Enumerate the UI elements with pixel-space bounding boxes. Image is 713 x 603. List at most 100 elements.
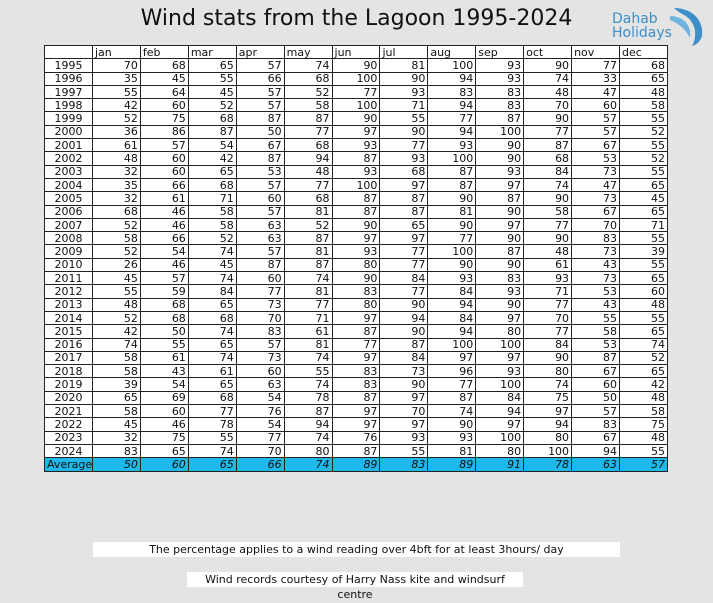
value-cell: 55 <box>618 231 669 246</box>
value-cell: 58 <box>283 98 333 113</box>
table-row: 2000 36 86 87 50 77 97 90 94 100 77 57 52 <box>44 124 669 140</box>
year-cell: 2011 <box>44 271 93 286</box>
table-row: 1998 42 60 52 57 58 100 71 94 83 70 60 58 <box>44 98 669 113</box>
year-cell: 2010 <box>44 257 93 273</box>
value-cell: 65 <box>187 377 237 392</box>
value-cell: 53 <box>571 337 620 352</box>
value-cell: 52 <box>92 217 141 233</box>
value-cell: 55 <box>618 257 669 273</box>
value-cell: 93 <box>379 151 429 166</box>
month-header-feb: feb <box>139 44 189 60</box>
year-cell: 2022 <box>44 417 93 432</box>
average-label: Average <box>44 457 93 472</box>
value-cell: 81 <box>427 443 477 459</box>
value-cell: 97 <box>523 404 573 419</box>
average-cell: 74 <box>283 457 333 472</box>
value-cell: 94 <box>523 417 573 432</box>
value-cell: 74 <box>283 58 333 73</box>
value-cell: 87 <box>283 111 333 126</box>
table-row: 2004 35 66 68 57 77 100 97 87 97 74 47 65 <box>44 177 669 193</box>
value-cell: 97 <box>331 310 381 326</box>
value-cell: 74 <box>283 271 333 286</box>
year-header <box>44 44 93 60</box>
value-cell: 70 <box>235 310 285 326</box>
month-header-nov: nov <box>571 44 620 60</box>
month-header-jan: jan <box>92 44 141 60</box>
value-cell: 86 <box>139 124 189 140</box>
value-cell: 94 <box>427 297 477 312</box>
logo-text: Dahab Holidays <box>612 12 672 40</box>
value-cell: 87 <box>331 204 381 219</box>
value-cell: 42 <box>92 98 141 113</box>
value-cell: 81 <box>427 204 477 219</box>
value-cell: 57 <box>235 204 285 219</box>
value-cell: 78 <box>187 417 237 432</box>
value-cell: 90 <box>475 257 525 273</box>
year-cell: 2024 <box>44 443 93 459</box>
value-cell: 35 <box>92 71 141 86</box>
value-cell: 94 <box>571 443 620 459</box>
value-cell: 52 <box>92 310 141 326</box>
value-cell: 93 <box>475 71 525 86</box>
value-cell: 50 <box>571 390 620 406</box>
year-cell: 2005 <box>44 191 93 206</box>
value-cell: 73 <box>235 297 285 312</box>
table-row: 1995 70 68 65 57 74 90 81 100 93 90 77 68 <box>44 58 669 73</box>
value-cell: 83 <box>475 84 525 100</box>
value-cell: 54 <box>187 138 237 153</box>
value-cell: 84 <box>427 284 477 299</box>
table-row: 2008 58 66 52 63 87 97 97 77 90 90 83 55 <box>44 231 669 246</box>
value-cell: 52 <box>283 217 333 233</box>
value-cell: 83 <box>235 324 285 339</box>
value-cell: 42 <box>618 377 669 392</box>
value-cell: 61 <box>283 324 333 339</box>
value-cell: 74 <box>187 443 237 459</box>
value-cell: 100 <box>427 337 477 352</box>
value-cell: 80 <box>475 443 525 459</box>
value-cell: 80 <box>475 324 525 339</box>
year-cell: 2019 <box>44 377 93 392</box>
value-cell: 52 <box>618 151 669 166</box>
value-cell: 87 <box>379 337 429 352</box>
value-cell: 70 <box>523 310 573 326</box>
value-cell: 32 <box>92 430 141 445</box>
value-cell: 77 <box>427 231 477 246</box>
year-cell: 2004 <box>44 177 93 193</box>
value-cell: 73 <box>379 364 429 379</box>
value-cell: 97 <box>331 350 381 366</box>
average-cell: 89 <box>331 457 381 472</box>
value-cell: 90 <box>379 71 429 86</box>
value-cell: 43 <box>571 297 620 312</box>
value-cell: 60 <box>571 98 620 113</box>
value-cell: 50 <box>139 324 189 339</box>
average-row: Average 50 60 65 66 74 89 83 89 91 78 63 57 <box>44 457 669 472</box>
table-row: 2012 55 59 84 77 81 83 77 84 93 71 53 60 <box>44 284 669 299</box>
value-cell: 83 <box>475 98 525 113</box>
value-cell: 68 <box>379 164 429 179</box>
average-cell: 83 <box>379 457 429 472</box>
value-cell: 74 <box>523 71 573 86</box>
value-cell: 77 <box>523 124 573 140</box>
value-cell: 71 <box>379 98 429 113</box>
value-cell: 66 <box>235 71 285 86</box>
value-cell: 58 <box>571 324 620 339</box>
value-cell: 48 <box>618 390 669 406</box>
value-cell: 94 <box>427 71 477 86</box>
value-cell: 55 <box>618 443 669 459</box>
value-cell: 77 <box>379 138 429 153</box>
value-cell: 39 <box>92 377 141 392</box>
value-cell: 67 <box>571 138 620 153</box>
value-cell: 67 <box>571 430 620 445</box>
value-cell: 57 <box>571 404 620 419</box>
month-header-aug: aug <box>427 44 477 60</box>
value-cell: 39 <box>618 244 669 259</box>
value-cell: 48 <box>92 297 141 312</box>
value-cell: 97 <box>475 350 525 366</box>
month-header-jul: jul <box>379 44 429 60</box>
value-cell: 90 <box>379 124 429 140</box>
year-cell: 2000 <box>44 124 93 140</box>
value-cell: 58 <box>523 204 573 219</box>
year-cell: 1999 <box>44 111 93 126</box>
value-cell: 65 <box>92 390 141 406</box>
value-cell: 87 <box>331 324 381 339</box>
